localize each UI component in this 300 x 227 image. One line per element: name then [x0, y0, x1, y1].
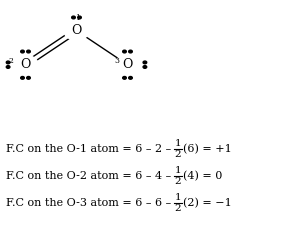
Circle shape	[13, 55, 38, 74]
Circle shape	[123, 76, 126, 79]
Text: (6) = +1: (6) = +1	[183, 143, 232, 154]
Circle shape	[64, 21, 89, 40]
Text: 1: 1	[175, 193, 181, 202]
Text: (2) = −1: (2) = −1	[183, 198, 232, 208]
Circle shape	[143, 66, 147, 68]
Circle shape	[6, 66, 10, 68]
Circle shape	[143, 61, 147, 64]
Circle shape	[6, 61, 10, 64]
Circle shape	[21, 76, 24, 79]
Text: F.C on the O-3 atom = 6 – 6 –: F.C on the O-3 atom = 6 – 6 –	[6, 198, 171, 208]
Circle shape	[129, 76, 132, 79]
Text: O: O	[122, 58, 133, 71]
Circle shape	[27, 50, 30, 53]
Text: 2: 2	[175, 177, 181, 186]
Text: 2: 2	[175, 150, 181, 159]
Text: 1: 1	[76, 14, 80, 22]
Text: F.C on the O-2 atom = 6 – 4 –: F.C on the O-2 atom = 6 – 4 –	[6, 171, 171, 181]
Text: F.C on the O-1 atom = 6 – 2 –: F.C on the O-1 atom = 6 – 2 –	[6, 144, 171, 154]
Text: 1: 1	[175, 138, 181, 148]
Text: 3: 3	[115, 57, 119, 65]
Circle shape	[21, 50, 24, 53]
Circle shape	[78, 16, 81, 19]
Text: 1: 1	[175, 166, 181, 175]
Circle shape	[123, 50, 126, 53]
Circle shape	[115, 55, 140, 74]
Text: (4) = 0: (4) = 0	[183, 171, 223, 181]
Text: 2: 2	[175, 204, 181, 213]
Circle shape	[129, 50, 132, 53]
Circle shape	[72, 16, 75, 19]
Circle shape	[27, 76, 30, 79]
Text: O: O	[20, 58, 31, 71]
Text: 2: 2	[9, 57, 14, 65]
Text: O: O	[71, 24, 82, 37]
